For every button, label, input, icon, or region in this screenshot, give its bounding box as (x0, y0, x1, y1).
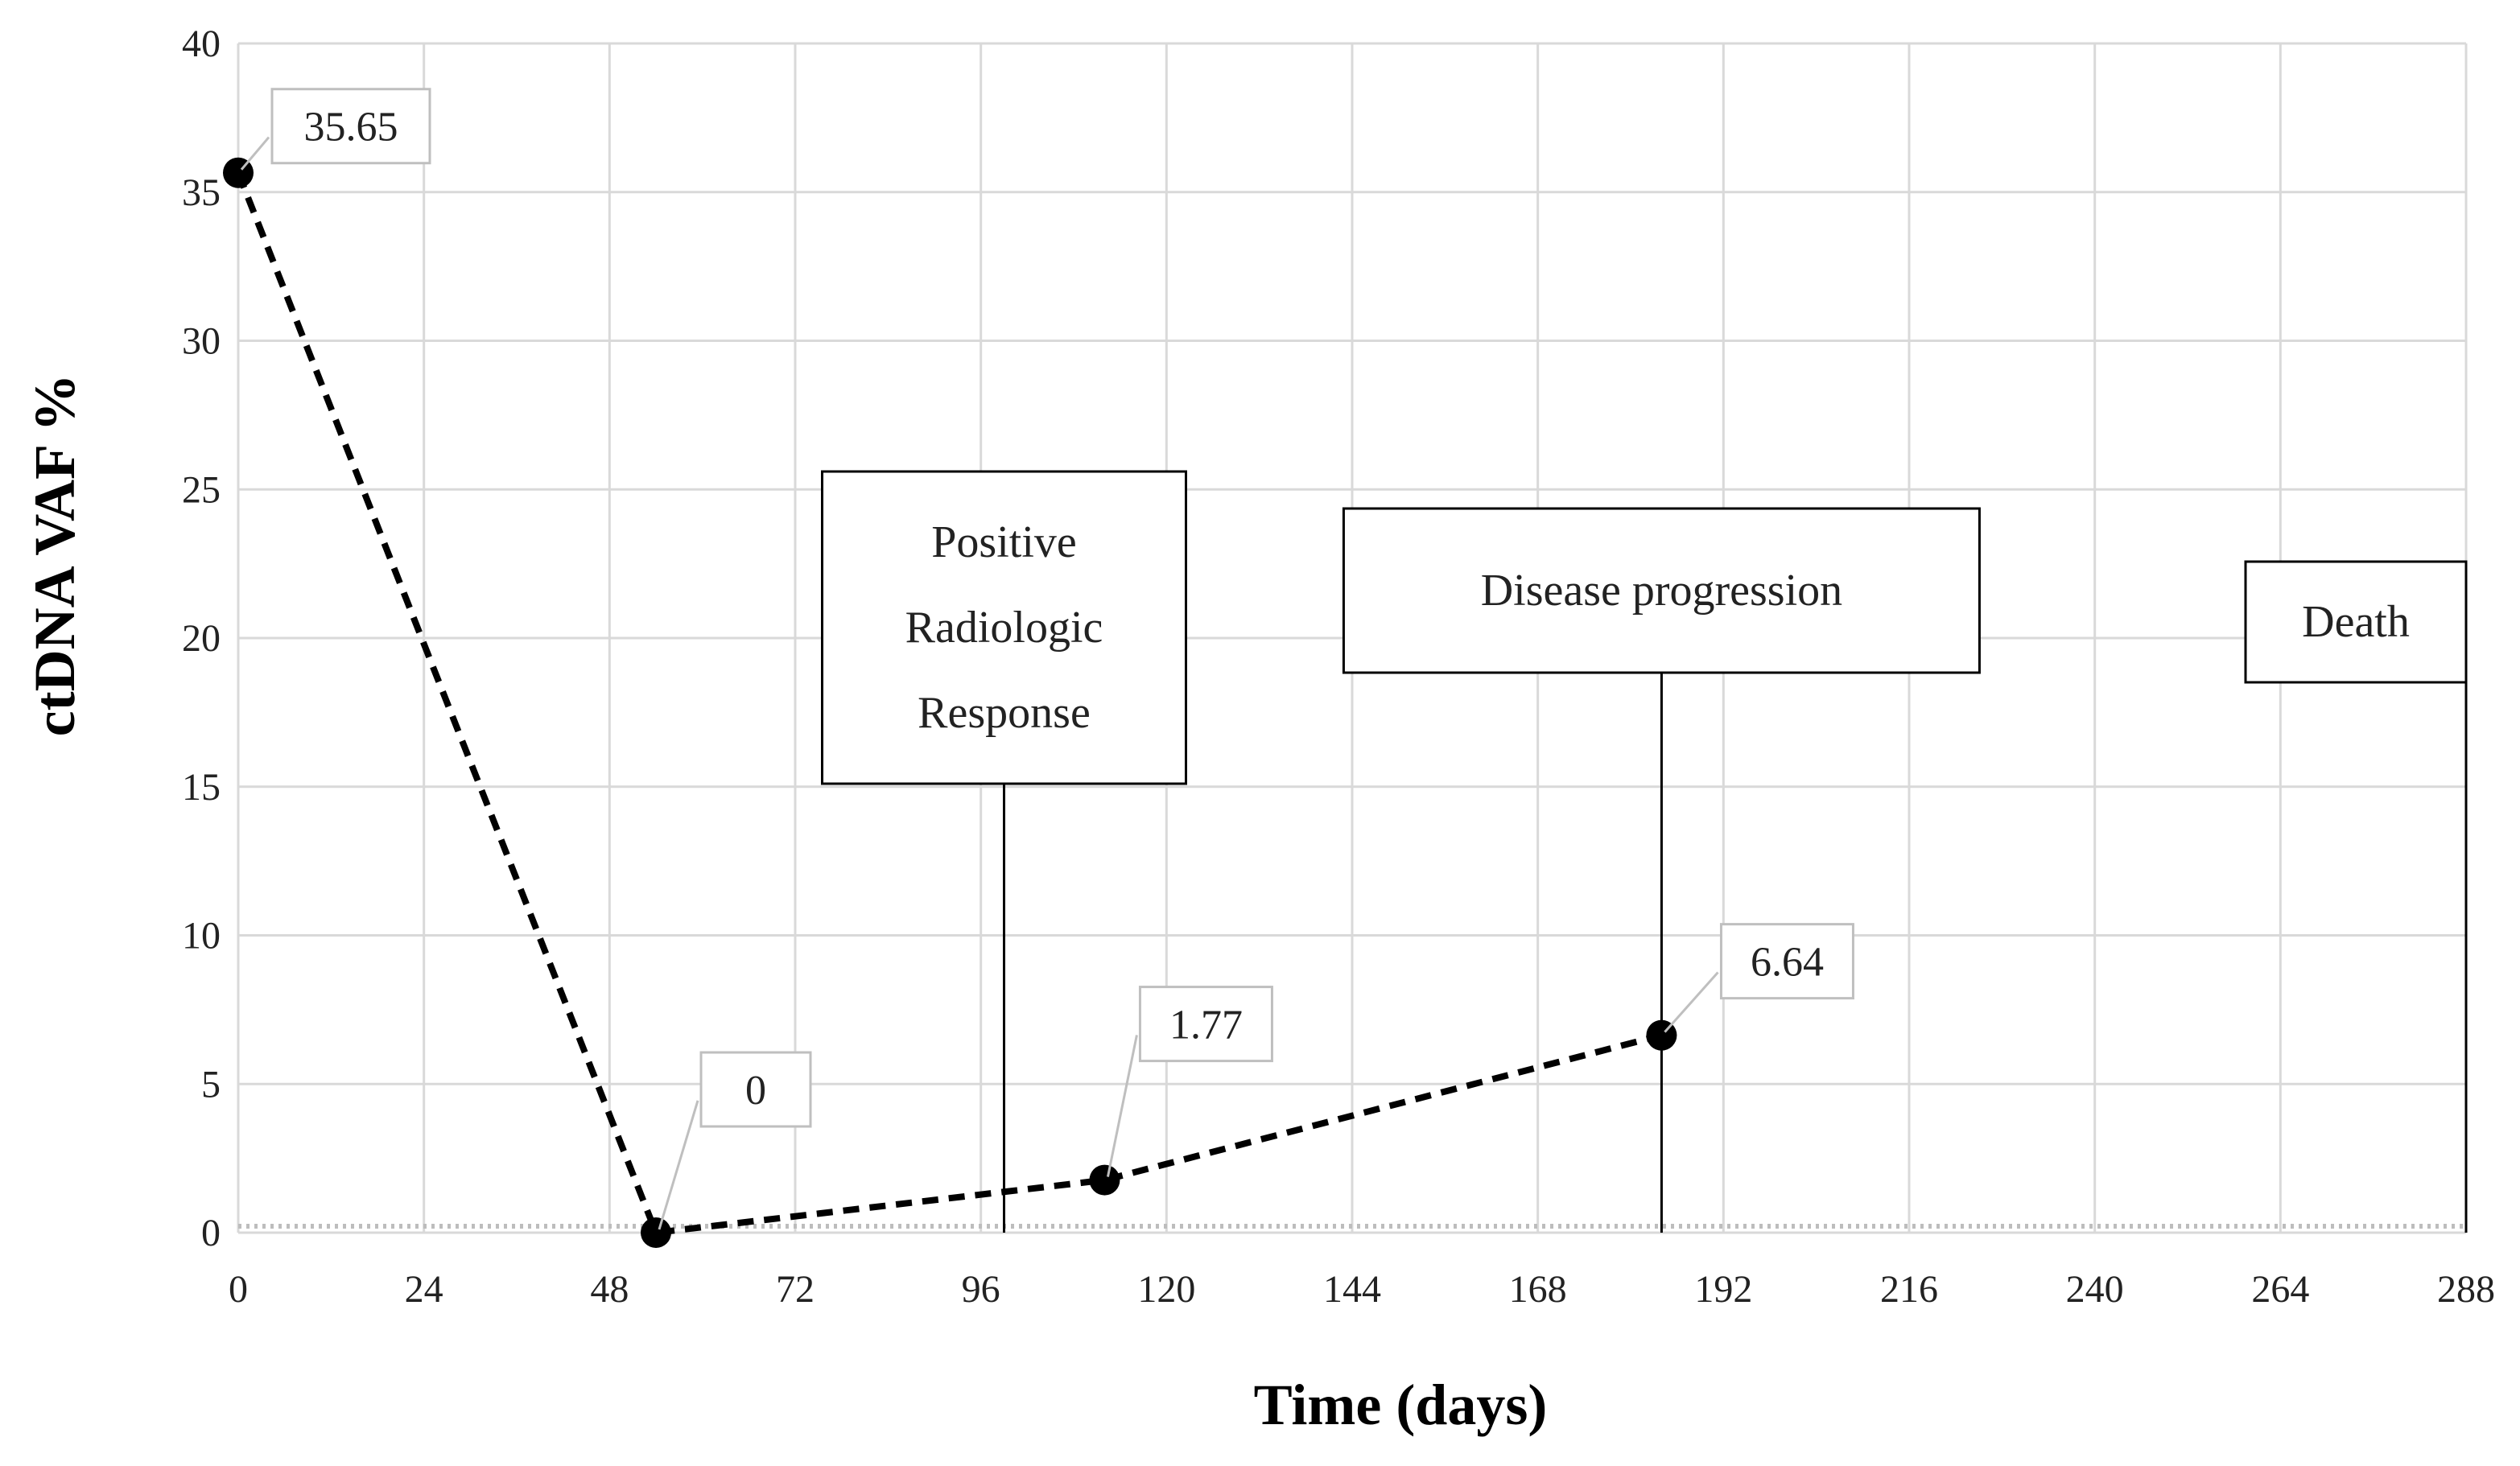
data-label-leader (240, 136, 270, 171)
data-label: 6.64 (1751, 940, 1824, 986)
event-label: Response (918, 688, 1091, 738)
event-positive-radiologic-response: Positive Radiologic Response (821, 470, 1187, 1233)
x-tick-label: 192 (1694, 1268, 1752, 1311)
y-tick-label: 15 (182, 766, 221, 809)
y-tick-label: 30 (182, 320, 221, 363)
data-label-leader (1664, 971, 1719, 1033)
data-label-leader (658, 1100, 699, 1230)
event-disease-progression: Disease progression (1342, 507, 1981, 1233)
y-tick-label: 20 (182, 617, 221, 660)
x-tick-label: 48 (590, 1268, 629, 1311)
data-label-callout: 1.77 (1106, 986, 1273, 1177)
event-label: Positive (931, 517, 1076, 567)
y-tick-label: 40 (182, 23, 221, 65)
x-tick-label: 144 (1323, 1268, 1381, 1311)
data-label: 0 (745, 1068, 766, 1114)
data-point (1089, 1164, 1120, 1196)
y-tick-label: 35 (182, 171, 221, 214)
y-axis-title: ctDNA VAF % (23, 374, 87, 737)
data-label-callout: 0 (658, 1051, 812, 1230)
event-box (2244, 560, 2468, 684)
tick-labels: 0 5 10 15 20 25 30 35 40 0 24 48 72 96 120 144 168 192 216… (182, 23, 2495, 1311)
event-box (821, 470, 1187, 785)
x-tick-label: 96 (962, 1268, 1000, 1311)
x-tick-label: 168 (1509, 1268, 1567, 1311)
x-tick-label: 264 (2251, 1268, 2309, 1311)
event-annotations: Positive Radiologic Response Disease progre… (821, 470, 2468, 1233)
y-tick-label: 25 (182, 468, 221, 511)
x-tick-label: 24 (405, 1268, 443, 1311)
y-tick-label: 5 (201, 1063, 221, 1106)
data-label-callout: 6.64 (1664, 923, 1854, 1033)
y-tick-label: 10 (182, 915, 221, 957)
event-box (1342, 507, 1981, 674)
data-label: 35.65 (304, 105, 398, 150)
event-death: Death (2244, 560, 2468, 1233)
event-label: Radiologic (905, 603, 1103, 653)
y-tick-label: 0 (201, 1212, 221, 1254)
data-label-box (1719, 923, 1854, 1000)
x-tick-label: 288 (2437, 1268, 2495, 1311)
data-labels: 35.65 0 1.77 6.64 (240, 88, 1854, 1230)
x-axis-title: Time (days) (1254, 1373, 1548, 1437)
data-label-box (270, 88, 431, 165)
x-tick-label: 0 (229, 1268, 248, 1311)
event-label: Disease progression (1481, 566, 1842, 616)
data-label: 1.77 (1169, 1003, 1243, 1048)
x-tick-label: 72 (776, 1268, 815, 1311)
data-label-leader (1106, 1035, 1138, 1177)
data-label-box (699, 1051, 812, 1128)
data-label-box (1138, 986, 1273, 1063)
event-label: Death (2302, 597, 2410, 647)
series-line (235, 171, 1663, 1237)
x-tick-label: 240 (2066, 1268, 2124, 1311)
x-tick-label: 216 (1880, 1268, 1938, 1311)
data-point (641, 1217, 671, 1248)
x-tick-label: 120 (1137, 1268, 1195, 1311)
data-label-callout: 35.65 (240, 88, 431, 171)
